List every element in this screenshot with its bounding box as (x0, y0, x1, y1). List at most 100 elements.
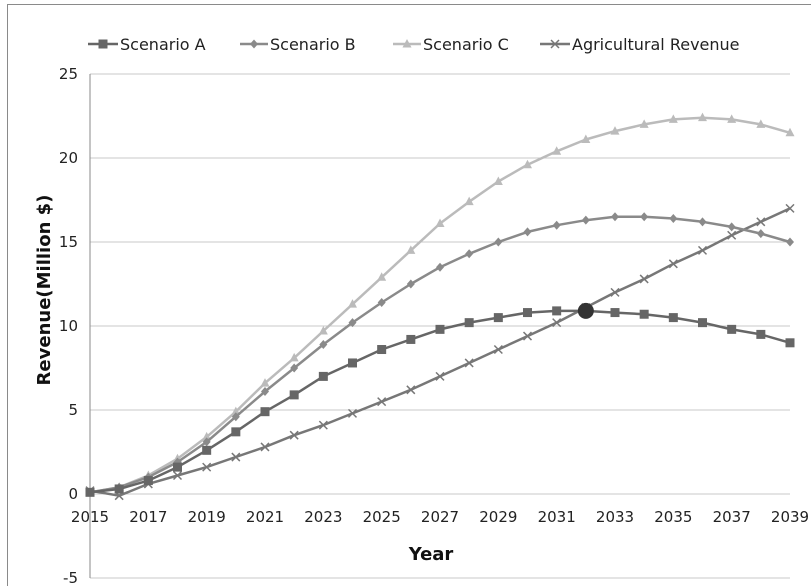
data-point (348, 318, 357, 328)
data-point (523, 159, 532, 169)
data-point (172, 470, 183, 481)
highlight-point (577, 302, 594, 319)
y-tick-label: 0 (68, 485, 78, 503)
series-line (89, 309, 791, 494)
data-point (406, 245, 416, 254)
data-point (289, 390, 299, 400)
data-point (98, 39, 108, 49)
y-tick-label: 15 (59, 233, 78, 251)
data-point-stroke (172, 470, 183, 481)
data-point-stroke (435, 371, 445, 381)
data-point (260, 442, 270, 452)
data-point (610, 308, 620, 318)
legend-item: Scenario C (393, 35, 509, 54)
x-tick-label: 2017 (129, 508, 167, 526)
x-axis-ticks: 2015 2017 2019 2021 2023 2025 2027 2029 2031 2033… (71, 508, 809, 526)
data-point (202, 445, 212, 455)
data-point-stroke (697, 245, 708, 255)
y-tick-label: 10 (59, 317, 78, 335)
data-point (231, 427, 241, 437)
x-axis-title: Year (408, 544, 454, 565)
data-point (261, 387, 269, 397)
y-tick-label: -5 (63, 569, 78, 586)
data-point-stroke (756, 217, 766, 227)
data-point (406, 279, 415, 289)
frame-border-top (7, 4, 811, 5)
legend-label: Scenario B (270, 35, 356, 54)
x-tick-label: 2019 (188, 508, 226, 526)
data-point-stroke (668, 259, 678, 269)
data-point-stroke (785, 203, 795, 213)
data-point (697, 245, 708, 255)
data-point (402, 39, 412, 48)
data-point (406, 334, 416, 344)
data-point-stroke (406, 385, 416, 395)
data-point (436, 262, 444, 272)
data-point (698, 217, 707, 227)
data-point (610, 287, 620, 297)
series-agricultural-revenue (85, 203, 795, 501)
data-point (348, 358, 357, 368)
series-scenario-c (85, 112, 795, 496)
data-point (318, 326, 328, 335)
data-point-stroke (260, 442, 270, 452)
data-point (377, 297, 386, 307)
y-axis-title: Revenue(Million $) (34, 195, 55, 386)
data-point (143, 476, 153, 486)
data-point (668, 259, 678, 269)
data-point (698, 112, 707, 122)
series-layer (85, 112, 795, 501)
x-tick-label: 2039 (771, 508, 809, 526)
legend-item: Scenario B (240, 35, 356, 54)
data-point-stroke (610, 287, 620, 297)
series-line (89, 116, 791, 494)
series-scenario-a (85, 306, 795, 497)
legend-label: Agricultural Revenue (572, 35, 740, 54)
data-point (260, 378, 270, 387)
data-point (727, 230, 737, 240)
data-point (756, 229, 765, 239)
data-point (640, 212, 649, 222)
x-tick-label: 2037 (713, 508, 751, 526)
x-tick-label: 2023 (304, 508, 342, 526)
data-point (377, 397, 387, 407)
data-point (785, 203, 795, 213)
x-tick-label: 2035 (654, 508, 692, 526)
data-point (464, 196, 474, 206)
data-point (785, 127, 795, 137)
x-tick-label: 2029 (479, 508, 517, 526)
data-point (202, 431, 212, 441)
data-point-stroke (522, 331, 533, 341)
data-point (727, 324, 737, 334)
data-point (552, 318, 562, 328)
data-point (756, 329, 766, 339)
data-point (231, 412, 240, 422)
data-point (289, 352, 299, 362)
x-tick-label: 2033 (596, 508, 634, 526)
data-point-stroke (377, 397, 387, 407)
legend-item: Agricultural Revenue (540, 35, 740, 54)
data-point-stroke (347, 408, 358, 418)
x-tick-label: 2025 (363, 508, 401, 526)
data-point (250, 39, 258, 49)
data-point (347, 408, 358, 418)
data-point (552, 146, 562, 155)
data-point (668, 313, 678, 323)
x-tick-label: 2015 (71, 508, 109, 526)
data-point (289, 430, 299, 440)
data-point (756, 119, 766, 128)
data-point (435, 371, 445, 381)
y-axis-ticks: -5 0 5 10 15 20 25 (59, 65, 78, 586)
series-scenario-b (86, 212, 794, 497)
data-point (465, 249, 474, 259)
data-point (639, 309, 649, 319)
highlight-layer (577, 302, 594, 319)
data-point (668, 114, 678, 123)
data-point (114, 484, 124, 494)
data-point (231, 452, 241, 462)
data-point (377, 272, 387, 281)
data-point-stroke (231, 452, 241, 462)
data-point (377, 345, 387, 355)
data-point (464, 358, 474, 368)
data-point (786, 237, 794, 247)
